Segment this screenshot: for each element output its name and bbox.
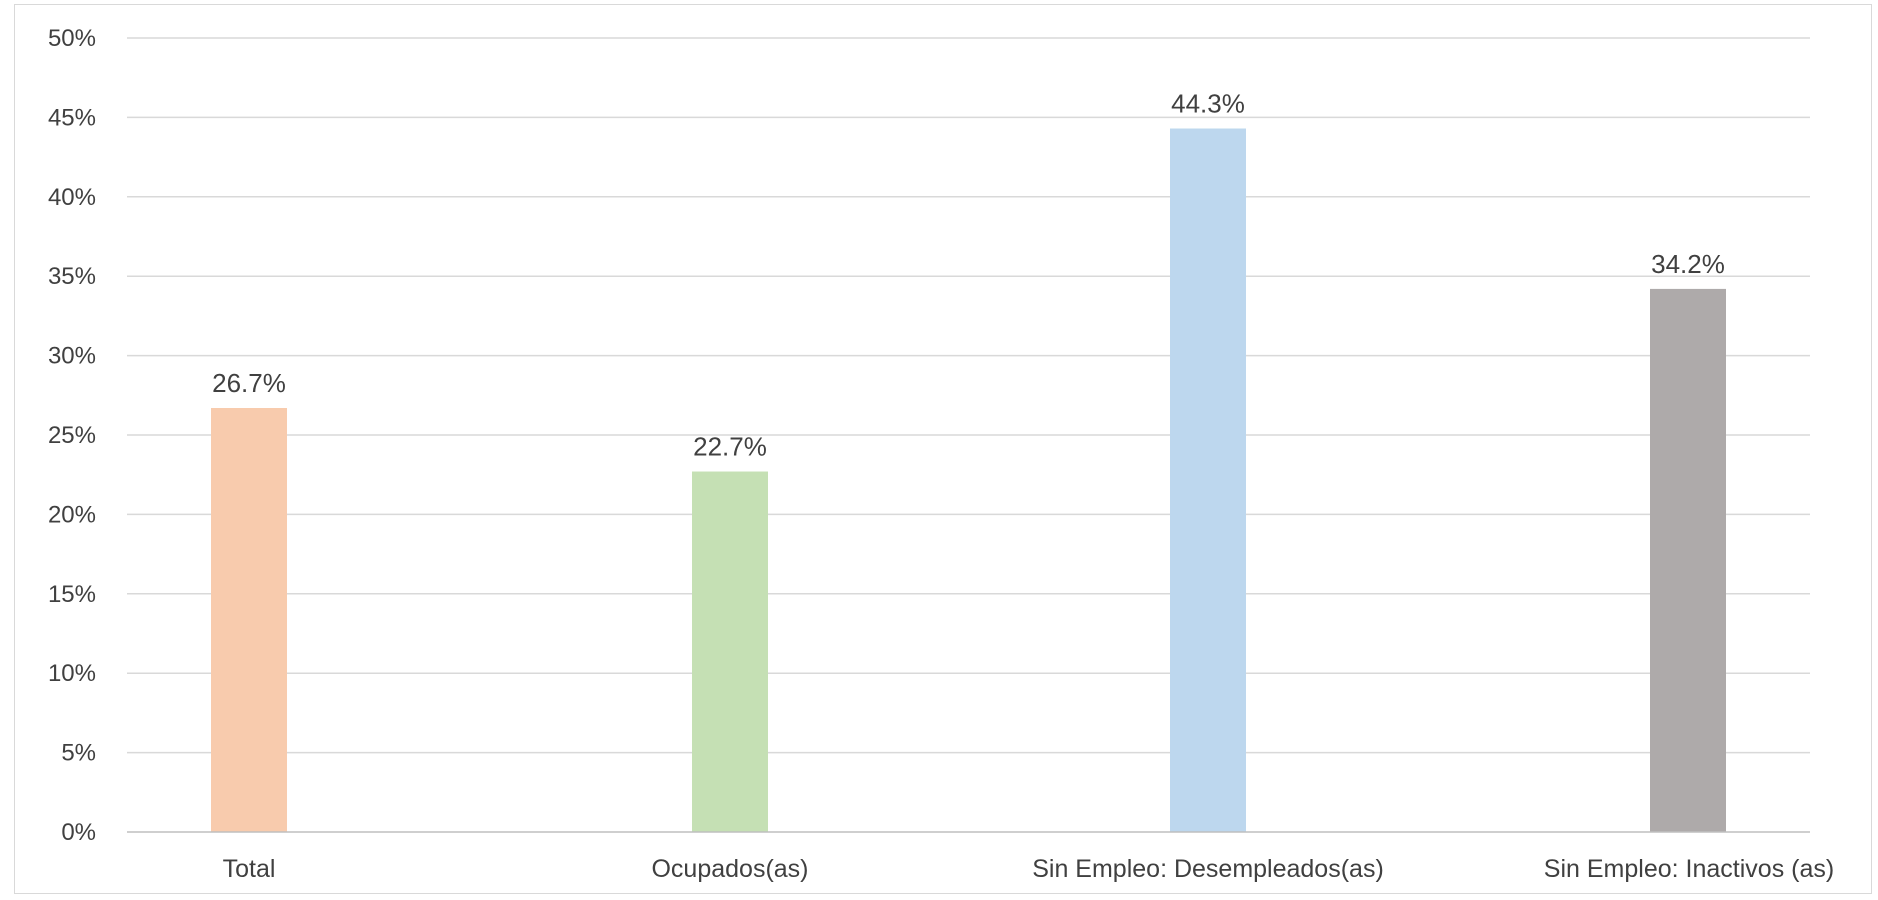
y-tick-label: 45% [48,104,96,131]
category-label: Sin Empleo: Desempleados(as) [1032,855,1384,883]
y-tick-label: 10% [48,660,96,687]
bars [211,128,1726,833]
bar-3 [1170,128,1246,833]
data-label: 22.7% [693,432,767,462]
data-label: 34.2% [1651,249,1725,279]
y-tick-label: 5% [61,740,96,767]
y-tick-label: 50% [48,25,96,52]
bar-1 [211,408,287,832]
y-axis-tick-labels: 0% 5% 10% 15% 20% 25% 30% 35% 40% 45% 50% [48,25,96,846]
bar-2 [692,471,768,832]
data-label: 26.7% [212,368,286,398]
category-label: Ocupados(as) [651,855,808,883]
y-tick-label: 30% [48,343,96,370]
category-label: Sin Empleo: Inactivos (as) [1544,855,1834,883]
y-tick-label: 15% [48,581,96,608]
data-labels: 26.7% 22.7% 44.3% 34.2% [212,89,1725,462]
y-tick-label: 35% [48,263,96,290]
bar-4 [1650,288,1726,832]
category-label: Total [223,855,276,883]
x-axis-category-labels: Total Ocupados(as) Sin Empleo: Desempleado… [223,855,1835,883]
gridlines [127,37,1810,754]
y-tick-label: 0% [61,819,96,846]
chart-frame [14,4,1872,894]
y-tick-label: 40% [48,184,96,211]
y-tick-label: 25% [48,422,96,449]
y-tick-label: 20% [48,501,96,528]
data-label: 44.3% [1171,89,1245,119]
